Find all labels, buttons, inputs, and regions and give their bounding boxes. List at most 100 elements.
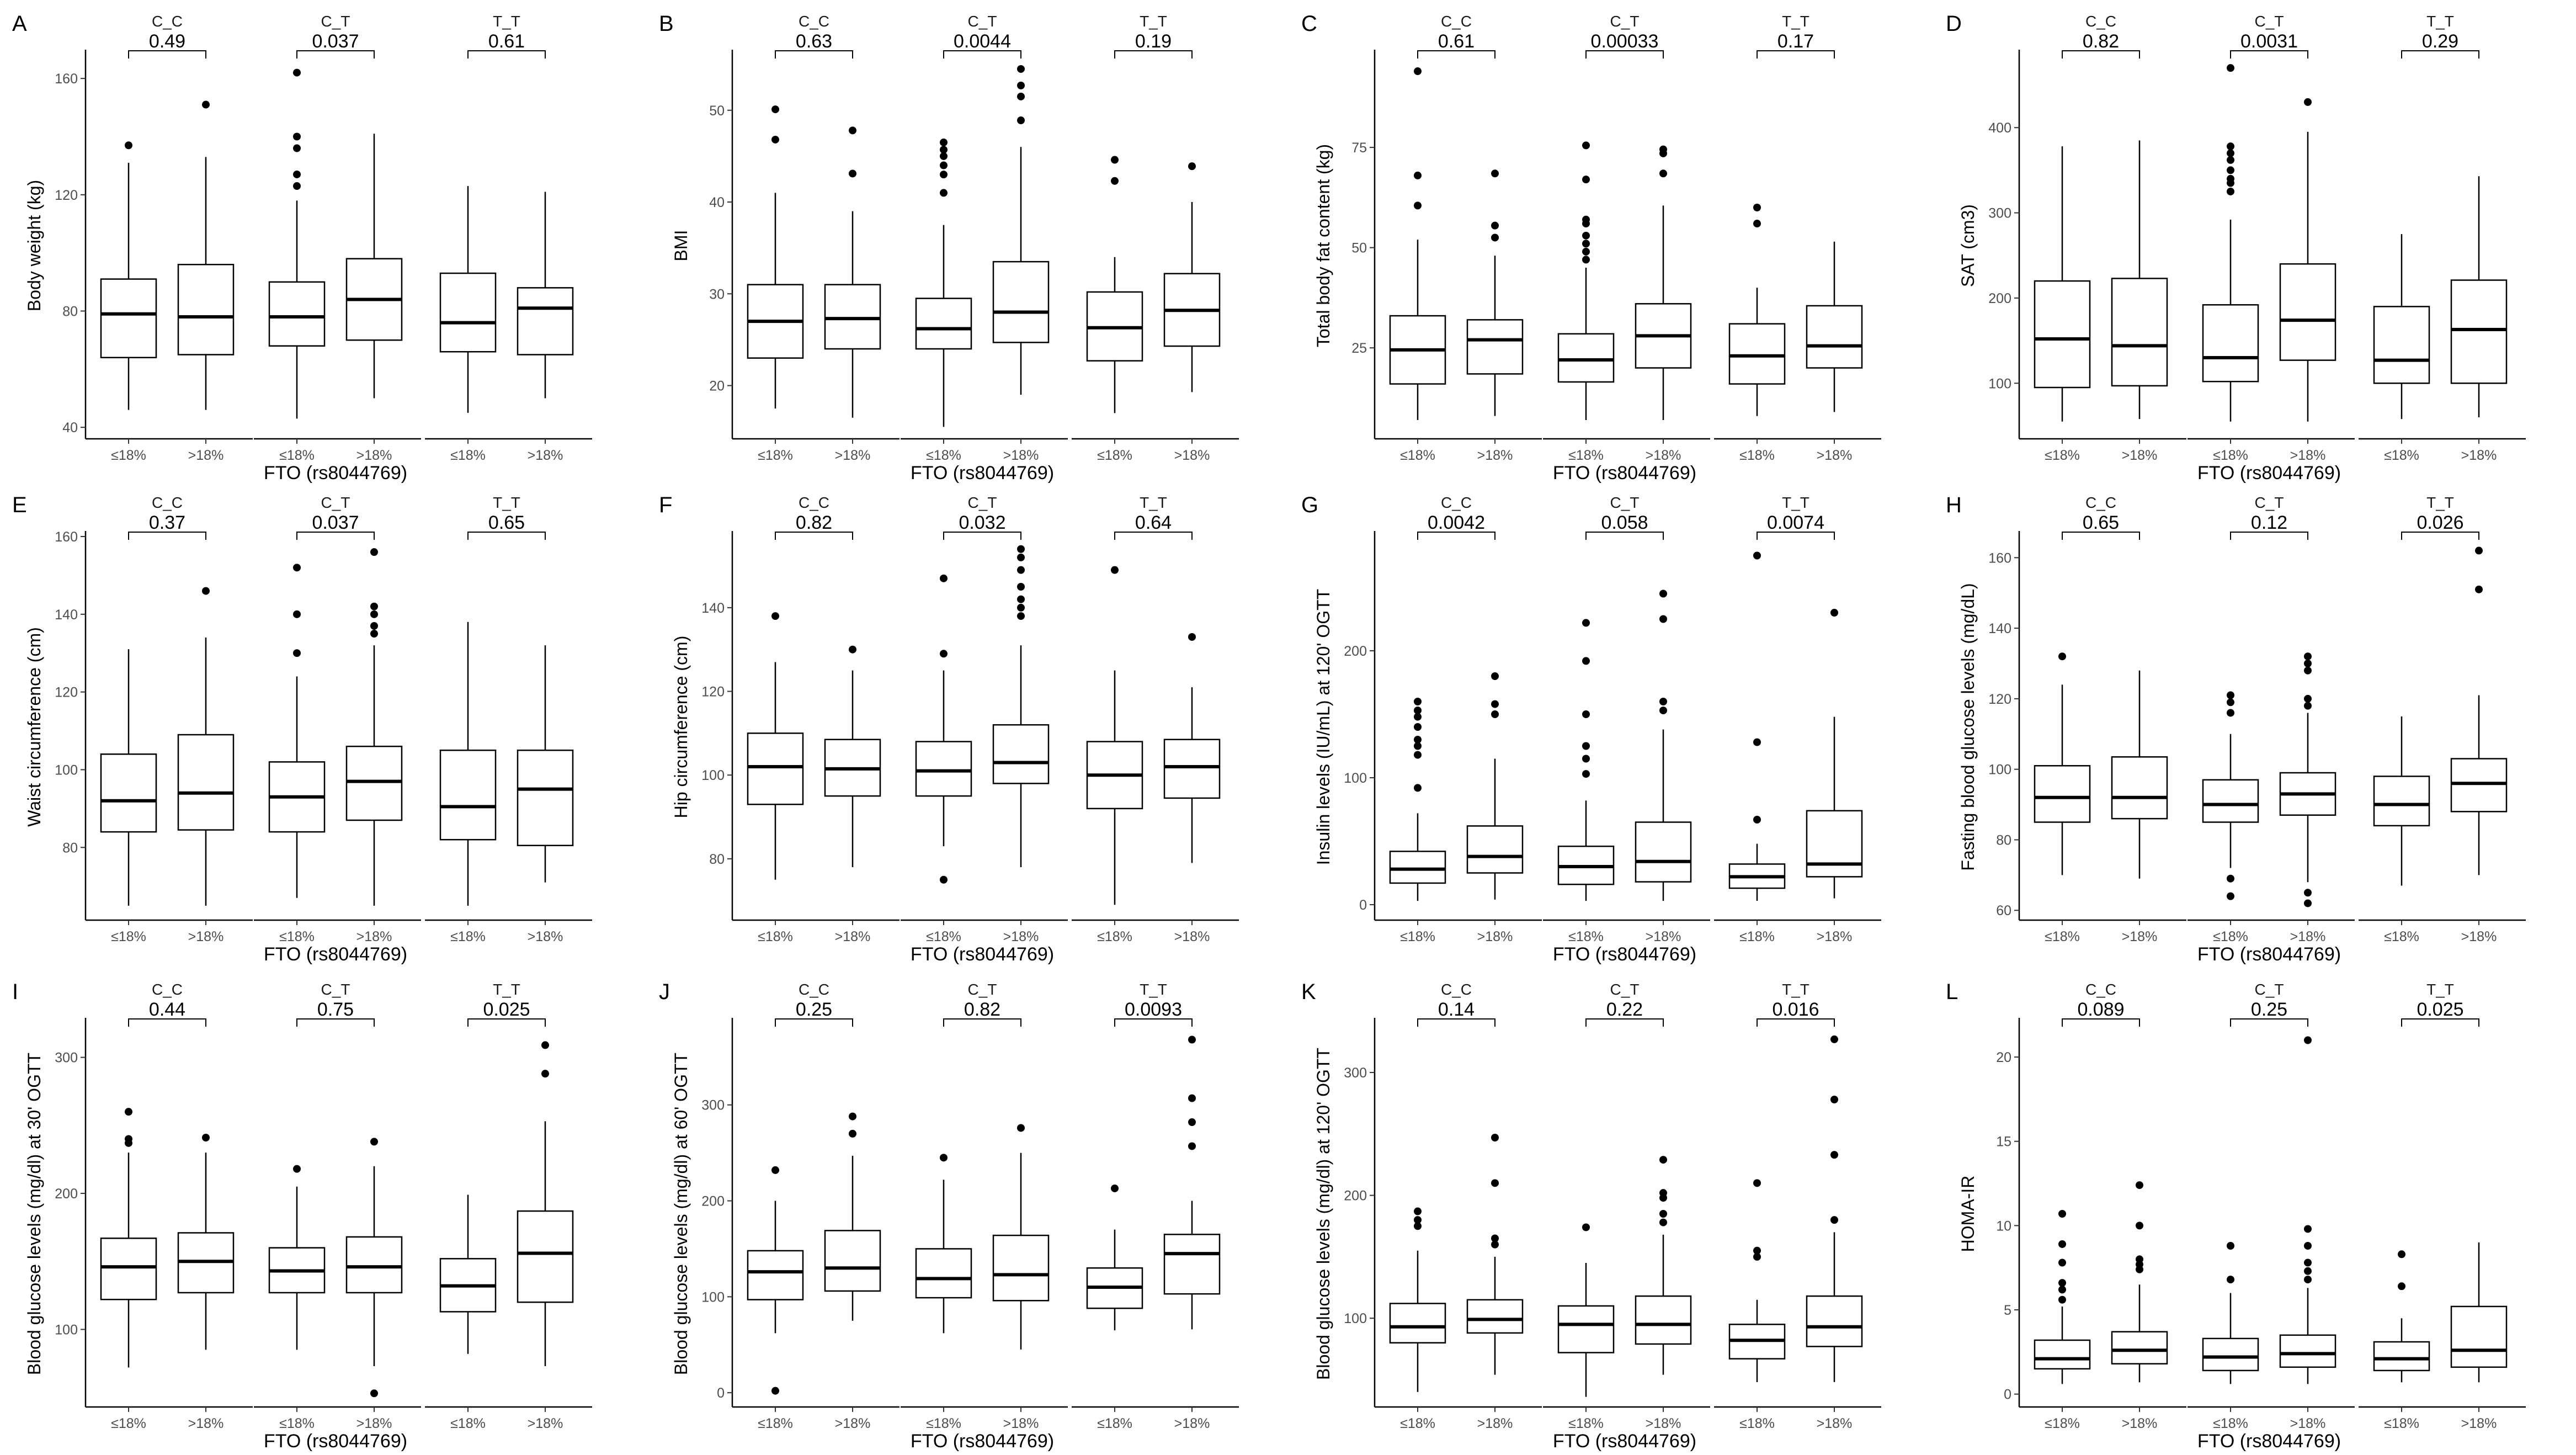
facet-strip-label: C_T bbox=[2255, 494, 2284, 511]
outlier-point bbox=[1659, 1189, 1667, 1197]
x-tick-label: >18% bbox=[835, 1416, 871, 1431]
facet-t_t: T_T ≤18% >18% 0.016 bbox=[1714, 981, 1881, 1431]
x-tick-label: >18% bbox=[188, 929, 224, 944]
outlier-point bbox=[1017, 566, 1025, 574]
iqr-box bbox=[177, 263, 235, 355]
outlier-point bbox=[2227, 156, 2234, 164]
outlier-point bbox=[370, 630, 378, 638]
p-value-label: 0.037 bbox=[312, 31, 359, 52]
facet-c_t: C_T ≤18% >18% 0.25 bbox=[2188, 981, 2355, 1431]
box-gt18: >18% bbox=[177, 587, 235, 944]
outlier-point bbox=[2227, 174, 2234, 183]
facet-strip-label: C_C bbox=[2085, 13, 2116, 30]
y-tick-label: 100 bbox=[1988, 762, 2011, 778]
significance-bracket bbox=[1114, 1018, 1193, 1027]
box-gt18: >18% bbox=[1806, 609, 1863, 944]
outlier-point bbox=[1491, 1134, 1499, 1141]
outlier-point bbox=[1582, 256, 1590, 264]
outlier-point bbox=[1582, 710, 1590, 718]
box-le18: ≤18% bbox=[1389, 67, 1446, 463]
outlier-point bbox=[771, 1387, 779, 1395]
outlier-point bbox=[1017, 545, 1025, 553]
outlier-point bbox=[771, 135, 779, 144]
outlier-point bbox=[1414, 698, 1422, 705]
x-tick-label: ≤18% bbox=[926, 1416, 961, 1431]
significance-bracket bbox=[128, 532, 206, 540]
outlier-point bbox=[1414, 1207, 1422, 1215]
box-le18: ≤18% bbox=[1728, 1179, 1786, 1431]
y-axis-label: Hip circumference (cm) bbox=[671, 636, 691, 819]
outlier-point bbox=[2058, 1286, 2066, 1294]
outlier-point bbox=[1659, 1156, 1667, 1164]
outlier-point bbox=[293, 170, 301, 178]
outlier-point bbox=[1659, 698, 1667, 705]
outlier-point bbox=[2227, 64, 2234, 72]
facet-c_t: C_T ≤18% >18% 0.058 bbox=[1543, 494, 1710, 944]
outlier-point bbox=[2398, 1282, 2405, 1291]
x-tick-label: >18% bbox=[528, 448, 563, 463]
panel-letter: H bbox=[1946, 493, 1962, 517]
box-gt18: >18% bbox=[1635, 1156, 1692, 1431]
x-tick-label: ≤18% bbox=[2213, 929, 2248, 944]
outlier-point bbox=[1753, 204, 1761, 211]
box-gt18: >18% bbox=[2279, 98, 2337, 463]
outlier-point bbox=[125, 1108, 132, 1116]
y-axis-label: BMI bbox=[671, 230, 691, 262]
outlier-point bbox=[1582, 770, 1590, 778]
iqr-box bbox=[2373, 306, 2430, 384]
box-le18: ≤18% bbox=[2034, 146, 2091, 463]
outlier-point bbox=[1414, 67, 1422, 76]
x-tick-label: >18% bbox=[188, 448, 224, 463]
p-value-label: 0.49 bbox=[149, 31, 185, 52]
outlier-point bbox=[849, 169, 856, 178]
x-tick-label: >18% bbox=[528, 1416, 563, 1431]
outlier-point bbox=[1582, 1223, 1590, 1231]
x-axis-title: FTO (rs8044769) bbox=[1553, 463, 1696, 484]
box-gt18: >18% bbox=[177, 1134, 235, 1431]
outlier-point bbox=[1659, 707, 1667, 715]
outlier-point bbox=[2304, 666, 2312, 675]
y-tick-label: 100 bbox=[701, 1289, 725, 1305]
x-tick-label: ≤18% bbox=[111, 929, 146, 944]
box-gt18: >18% bbox=[1806, 241, 1863, 463]
y-tick-label: 80 bbox=[62, 304, 78, 320]
iqr-box bbox=[992, 724, 1050, 784]
outlier-point bbox=[1188, 1142, 1196, 1150]
p-value-label: 0.0031 bbox=[2240, 31, 2298, 52]
box-gt18: >18% bbox=[1466, 169, 1524, 463]
panel-f: F Hip circumference (cm) 80 100 120 140 C_C ≤18… bbox=[659, 493, 1239, 965]
outlier-point bbox=[1659, 590, 1667, 598]
x-axis-title: FTO (rs8044769) bbox=[911, 944, 1054, 965]
p-value-label: 0.75 bbox=[317, 999, 354, 1020]
significance-bracket bbox=[2230, 50, 2308, 59]
x-axis-title: FTO (rs8044769) bbox=[264, 463, 407, 484]
facet-t_t: T_T ≤18% >18% 0.29 bbox=[2359, 13, 2526, 463]
y-tick-label: 120 bbox=[701, 684, 725, 700]
outlier-point bbox=[1659, 1218, 1667, 1226]
outlier-point bbox=[370, 548, 378, 556]
y-tick-label: 120 bbox=[55, 685, 78, 700]
outlier-point bbox=[2304, 98, 2312, 106]
x-tick-label: ≤18% bbox=[758, 448, 793, 463]
y-tick-label: 100 bbox=[701, 768, 725, 783]
p-value-label: 0.61 bbox=[1438, 31, 1475, 52]
significance-bracket bbox=[1417, 50, 1495, 59]
iqr-box bbox=[915, 1248, 972, 1299]
iqr-box bbox=[2111, 1331, 2168, 1364]
x-tick-label: >18% bbox=[835, 929, 871, 944]
facet-strip-label: C_C bbox=[799, 13, 829, 30]
box-gt18: >18% bbox=[345, 1138, 403, 1431]
iqr-box bbox=[1163, 1234, 1221, 1295]
y-tick-label: 200 bbox=[701, 1194, 725, 1209]
significance-bracket bbox=[943, 50, 1021, 59]
box-le18: ≤18% bbox=[747, 105, 804, 463]
x-tick-label: ≤18% bbox=[2384, 929, 2419, 944]
p-value-label: 0.25 bbox=[2251, 999, 2287, 1020]
box-le18: ≤18% bbox=[439, 1194, 497, 1431]
facet-c_c: C_C ≤18% >18% 0.49 bbox=[86, 13, 253, 463]
outlier-point bbox=[1582, 755, 1590, 763]
box-gt18: >18% bbox=[1163, 1036, 1221, 1431]
p-value-label: 0.037 bbox=[312, 512, 359, 533]
y-tick-label: 5 bbox=[2004, 1303, 2011, 1318]
box-gt18: >18% bbox=[2450, 176, 2508, 463]
